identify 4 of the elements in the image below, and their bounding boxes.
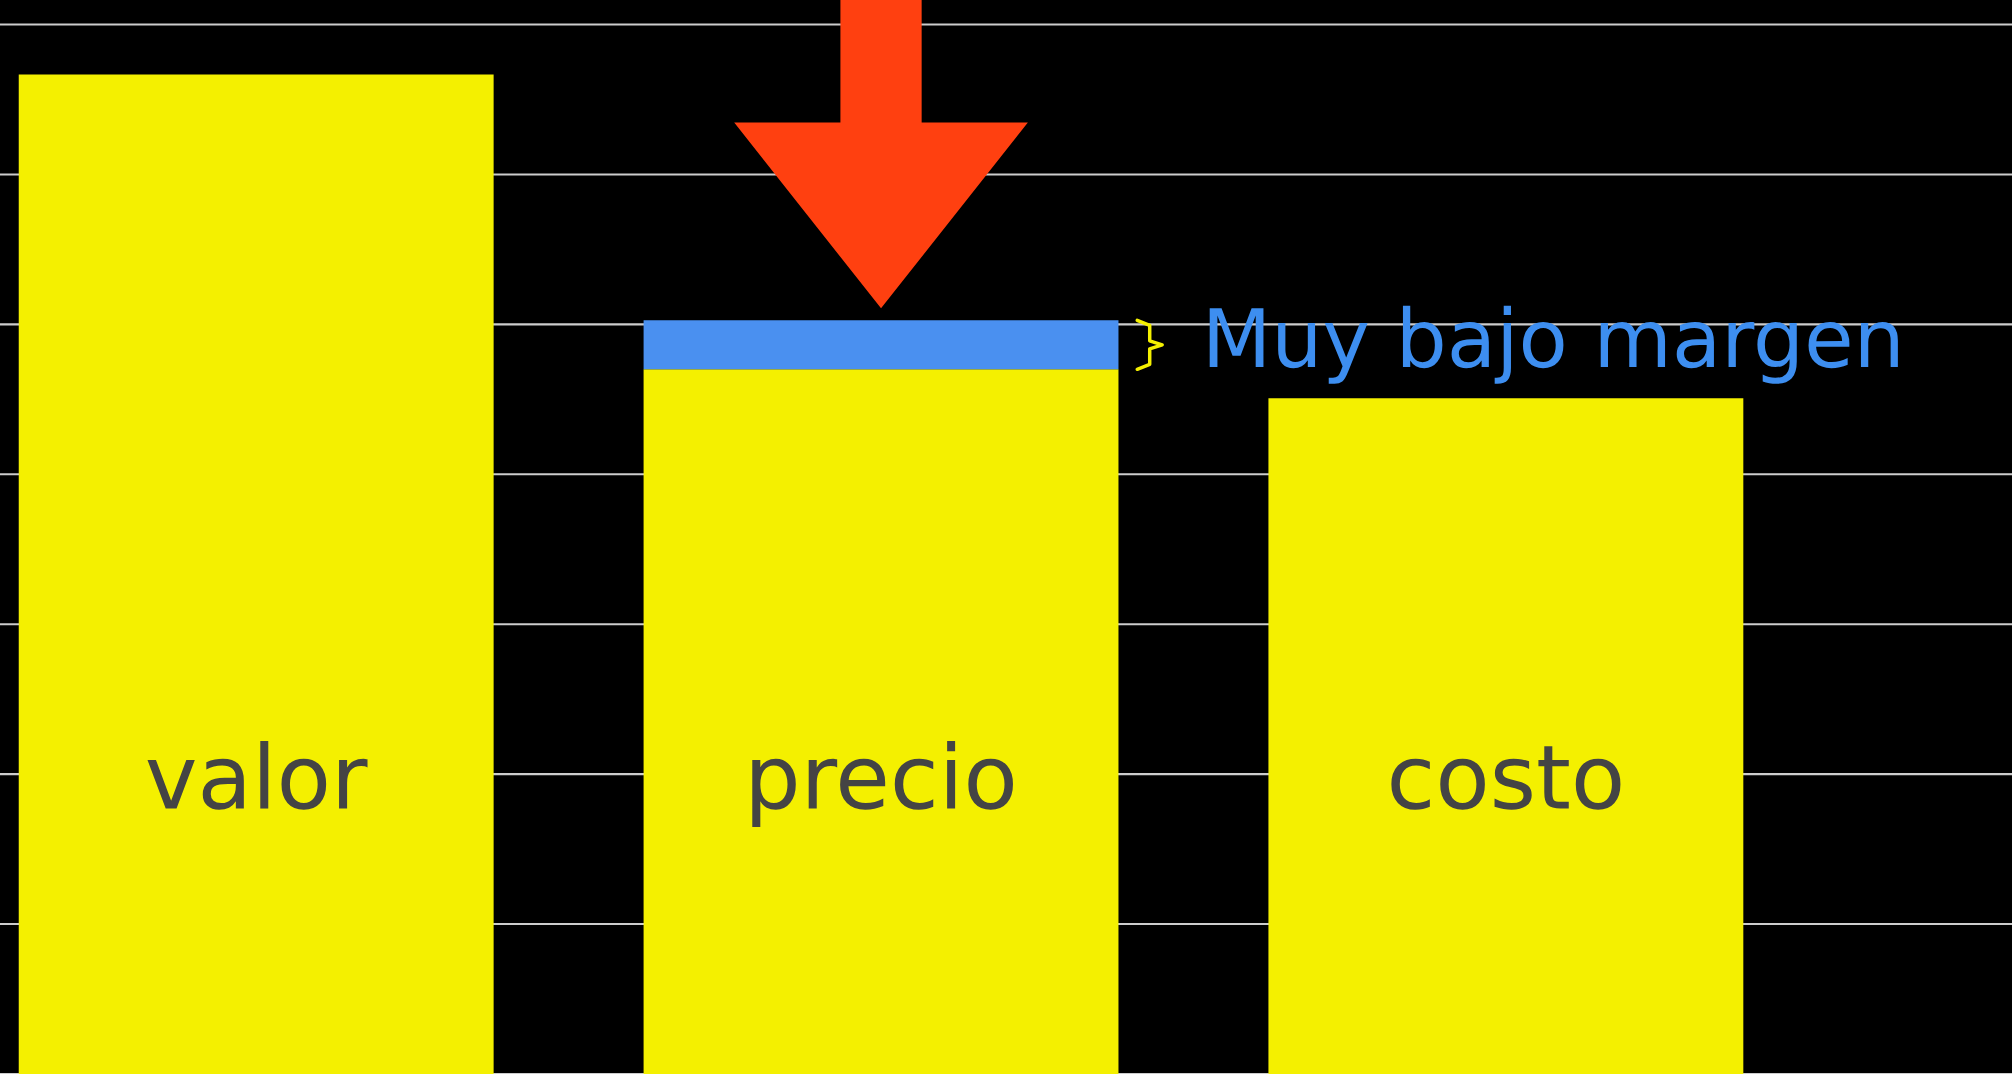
x-tick-label: costo: [1391, 746, 1621, 810]
annotation: Muy bajo margen: [1209, 305, 1898, 384]
x-tick-label: valor: [147, 741, 368, 810]
x-tick-label: precio: [752, 741, 1013, 828]
